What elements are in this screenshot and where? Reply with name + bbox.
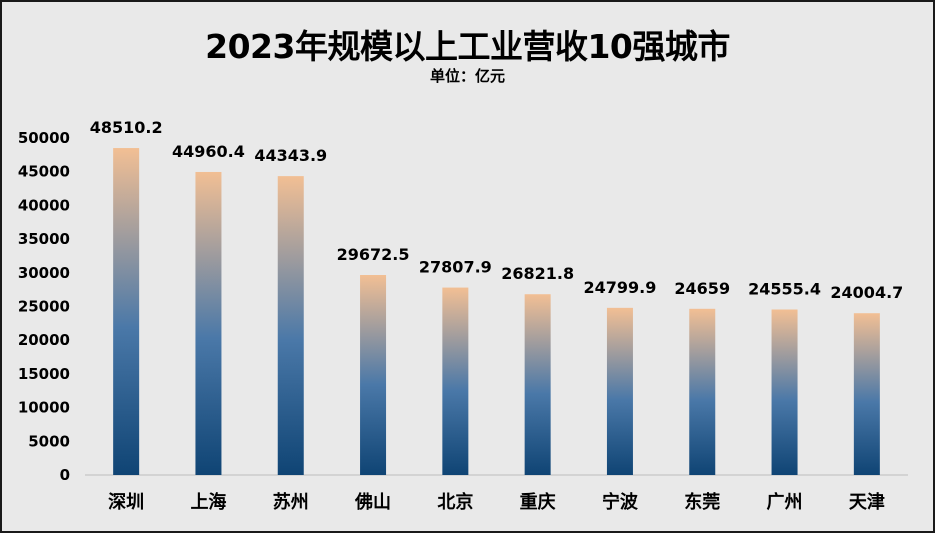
data-label: 24659 [674,279,730,298]
bar [524,294,551,475]
x-tick-label: 北京 [437,491,473,513]
y-tick-label: 50000 [18,129,70,147]
x-tick-label: 重庆 [520,491,556,513]
bar [195,171,222,475]
bar [771,309,798,475]
y-tick-label: 15000 [18,365,70,383]
y-tick-label: 20000 [18,331,70,349]
bar [277,176,304,475]
data-label: 29672.5 [337,245,410,264]
data-label: 24799.9 [584,278,657,297]
data-label: 26821.8 [501,264,574,283]
data-label: 24004.7 [830,283,903,302]
x-tick-label: 东莞 [684,491,720,513]
data-label: 24555.4 [748,279,821,298]
y-tick-label: 45000 [18,163,70,181]
y-axis: 0 5000 10000 15000 20000 25000 30000 35000 40000… [18,129,70,484]
y-tick-label: 5000 [28,432,70,450]
bar [689,308,716,475]
data-label: 48510.2 [90,118,163,137]
bar [442,287,469,475]
y-tick-label: 40000 [18,196,70,214]
y-tick-label: 0 [60,466,70,484]
chart-title: 2023年规模以上工业营收10强城市 [205,27,730,66]
x-tick-label: 深圳 [108,491,144,513]
bars [113,148,880,475]
data-label: 44343.9 [254,146,327,165]
x-axis: 深圳 上海 苏州 佛山 北京 重庆 宁波 东莞 广州 天津 [108,491,885,513]
x-tick-label: 广州 [767,491,803,513]
data-label: 44960.4 [172,142,245,161]
bar [360,275,387,475]
data-label: 27807.9 [419,258,492,277]
x-tick-label: 宁波 [602,491,639,513]
x-tick-label: 天津 [849,491,885,513]
bar [853,313,880,475]
y-tick-label: 25000 [18,298,70,316]
bar [113,148,140,475]
x-tick-label: 佛山 [354,491,391,513]
y-tick-label: 30000 [18,264,70,282]
y-tick-label: 35000 [18,230,70,248]
value-labels: 48510.2 44960.4 44343.9 29672.5 27807.9 26821… [90,118,904,302]
chart-subtitle: 单位：亿元 [429,67,505,85]
bar [606,307,633,475]
x-tick-label: 苏州 [273,491,309,513]
x-tick-label: 上海 [190,491,226,513]
y-tick-label: 10000 [18,399,70,417]
